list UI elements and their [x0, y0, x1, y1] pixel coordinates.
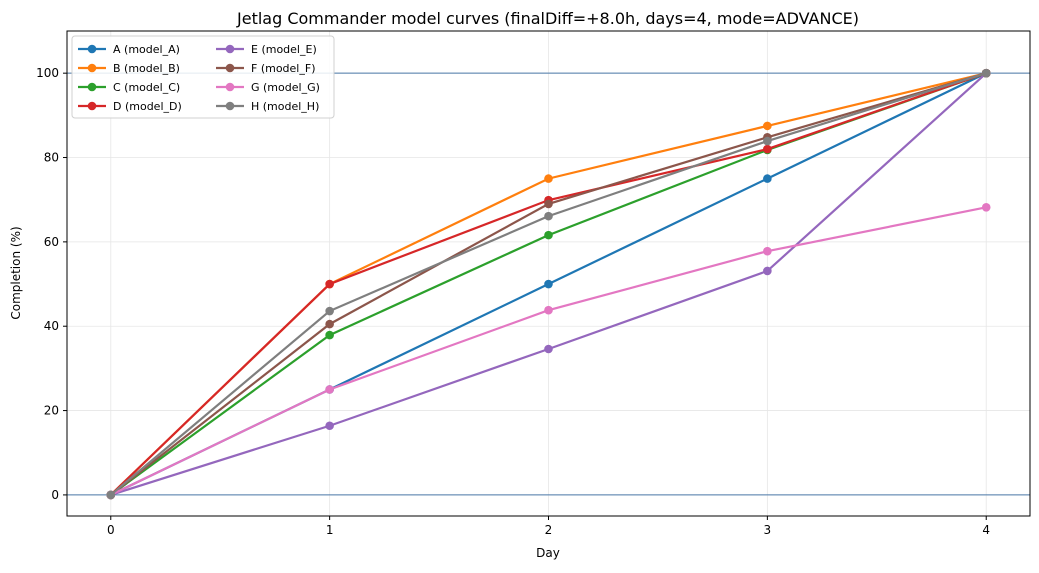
legend-marker [87, 63, 97, 73]
data-point [544, 305, 553, 315]
data-point [325, 330, 334, 340]
y-tick-label: 60 [44, 235, 59, 249]
data-point [544, 279, 553, 289]
data-point [325, 279, 334, 289]
legend-label: B (model_B) [113, 62, 180, 75]
x-tick-label: 4 [982, 523, 990, 537]
legend: A (model_A) B (model_B) C (model_C) D (mode… [71, 35, 335, 119]
y-tick-label: 20 [44, 404, 59, 418]
data-point [544, 174, 553, 183]
x-tick-label: 3 [764, 523, 772, 537]
legend-label: A (model_A) [113, 43, 180, 56]
x-axis-label: Day [536, 546, 560, 560]
legend-marker [87, 101, 97, 111]
legend-marker [225, 44, 235, 54]
y-tick-label: 80 [44, 151, 59, 165]
x-tick-label: 1 [326, 523, 334, 537]
x-tick-label: 2 [545, 523, 553, 537]
data-point [763, 136, 772, 146]
data-point [325, 421, 334, 431]
data-point [763, 174, 772, 183]
legend-marker [87, 82, 97, 92]
legend-label: E (model_E) [251, 43, 317, 56]
data-point [325, 385, 334, 394]
data-point [106, 490, 116, 500]
legend-label: C (model_C) [113, 81, 180, 94]
data-point [981, 202, 991, 212]
y-axis-label: Completion (%) [9, 226, 23, 319]
legend-marker [225, 101, 235, 111]
legend-label: D (model_D) [113, 100, 182, 113]
data-point [981, 68, 991, 78]
y-tick-label: 100 [36, 66, 59, 80]
legend-label: F (model_F) [251, 62, 316, 75]
data-point [544, 211, 553, 221]
data-point [325, 319, 334, 329]
data-point [763, 246, 772, 256]
legend-marker [225, 63, 235, 73]
data-point [763, 266, 772, 276]
series [106, 68, 991, 500]
legend-marker [87, 44, 97, 54]
data-point [325, 306, 334, 316]
data-point [544, 344, 553, 354]
series-group [106, 68, 991, 500]
x-tick-label: 0 [107, 523, 115, 537]
legend-box [71, 35, 335, 119]
data-point [763, 121, 772, 131]
y-tick-label: 0 [51, 488, 59, 502]
data-point [544, 199, 553, 209]
legend-label: H (model_H) [251, 100, 319, 113]
legend-label: G (model_G) [251, 81, 320, 94]
chart-title: Jetlag Commander model curves (finalDiff… [236, 9, 859, 28]
legend-marker [225, 82, 235, 92]
y-tick-label: 40 [44, 319, 59, 333]
data-point [763, 144, 772, 154]
data-point [544, 230, 553, 240]
